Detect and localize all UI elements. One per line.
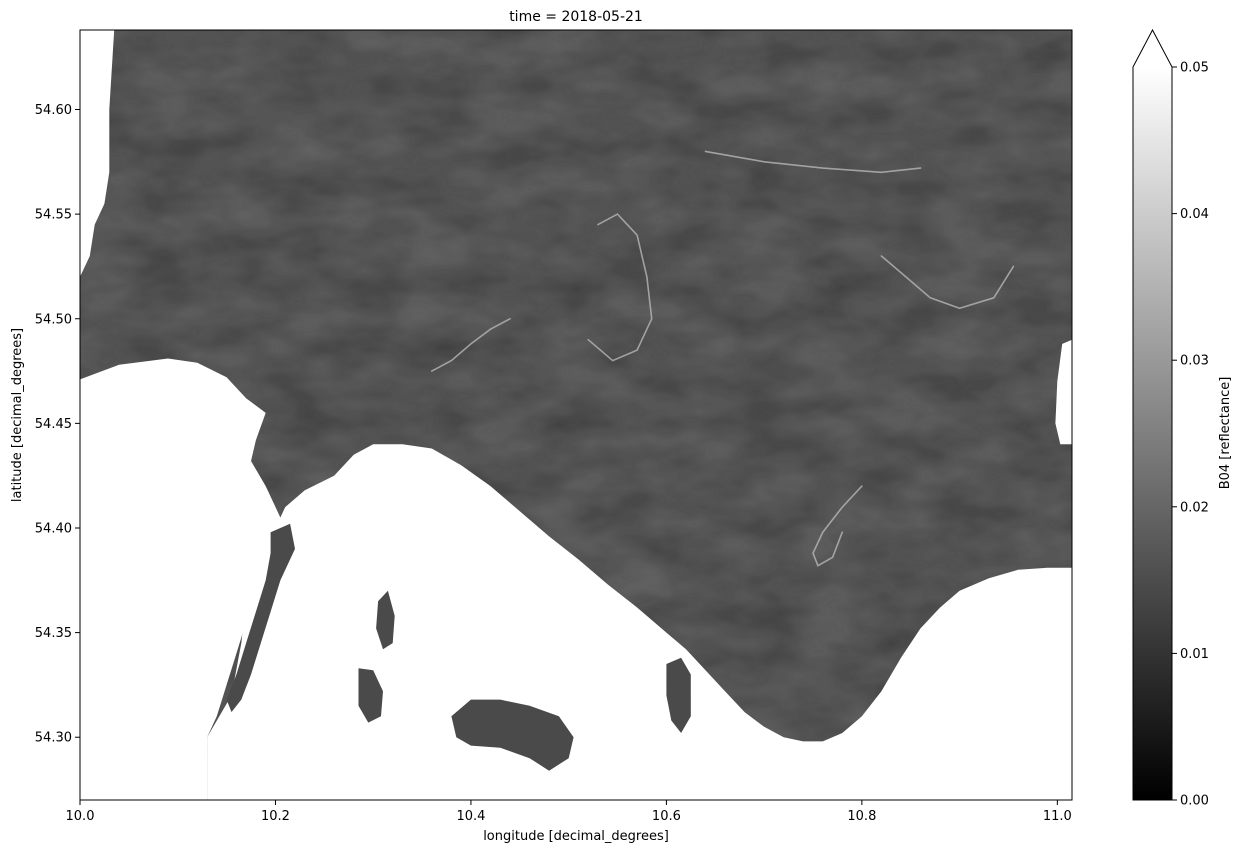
bright-feature-layer	[430, 150, 1015, 567]
colorbar-label: B04 [reflectance]	[1218, 377, 1233, 490]
feature-front-west	[430, 317, 511, 372]
water-lake-medium	[666, 657, 691, 733]
plot-title: time = 2018-05-21	[509, 9, 643, 25]
x-tick-label: 10.4	[456, 809, 485, 824]
x-axis-label: longitude [decimal_degrees]	[483, 829, 669, 844]
feature-eddy-centre	[812, 485, 863, 567]
x-tick-label: 10.8	[847, 809, 876, 824]
feature-eddy-north	[587, 213, 653, 362]
colorbar: 0.00 0.01 0.02 0.03 0.04 0.05 B04 [reflectanc…	[1132, 28, 1233, 809]
colorbar-extend-arrow	[1133, 30, 1172, 67]
y-axis-label: latitude [decimal_degrees]	[10, 328, 25, 502]
y-axis-ticks: 54.30 54.35 54.40 54.45 54.50 54.55 54.60	[35, 103, 80, 746]
plot-area	[80, 30, 1072, 800]
x-tick-label: 10.2	[261, 809, 290, 824]
water-fjord	[226, 523, 295, 713]
land-north-west-coast	[80, 30, 115, 277]
y-tick-label: 54.55	[35, 208, 72, 223]
colorbar-tick-label: 0.02	[1180, 500, 1209, 515]
colorbar-tick-label: 0.05	[1180, 61, 1209, 76]
plot-frame	[79, 29, 1073, 801]
y-tick-label: 54.35	[35, 626, 72, 641]
colorbar-gradient	[1133, 67, 1172, 800]
y-tick-label: 54.45	[35, 417, 72, 432]
y-tick-label: 54.40	[35, 521, 72, 536]
feature-front-east	[880, 255, 1015, 310]
water-lake-small-1	[358, 668, 383, 723]
water-lake-small-2	[376, 590, 395, 650]
colorbar-tick-label: 0.00	[1180, 794, 1209, 809]
land-west-mainland	[80, 358, 286, 800]
x-tick-label: 10.0	[66, 809, 95, 824]
colorbar-tick-label: 0.01	[1180, 647, 1209, 662]
x-tick-label: 10.6	[652, 809, 681, 824]
land-mainland-south	[207, 444, 1072, 800]
colorbar-tick-label: 0.03	[1180, 354, 1209, 369]
feature-streak-top	[704, 150, 922, 174]
y-tick-label: 54.50	[35, 312, 72, 327]
colorbar-outline	[1132, 28, 1173, 801]
x-tick-label: 11.0	[1043, 809, 1072, 824]
land-mask-layer	[80, 30, 1072, 800]
colorbar-tick-label: 0.04	[1180, 207, 1209, 222]
y-tick-label: 54.60	[35, 103, 72, 118]
y-tick-label: 54.30	[35, 731, 72, 746]
water-lake-large	[451, 699, 574, 771]
x-axis-ticks: 10.0 10.2 10.4 10.6 10.8 11.0	[66, 800, 1072, 824]
land-east-coast	[1055, 339, 1072, 445]
colorbar-ticks: 0.00 0.01 0.02 0.03 0.04 0.05	[1172, 61, 1209, 809]
